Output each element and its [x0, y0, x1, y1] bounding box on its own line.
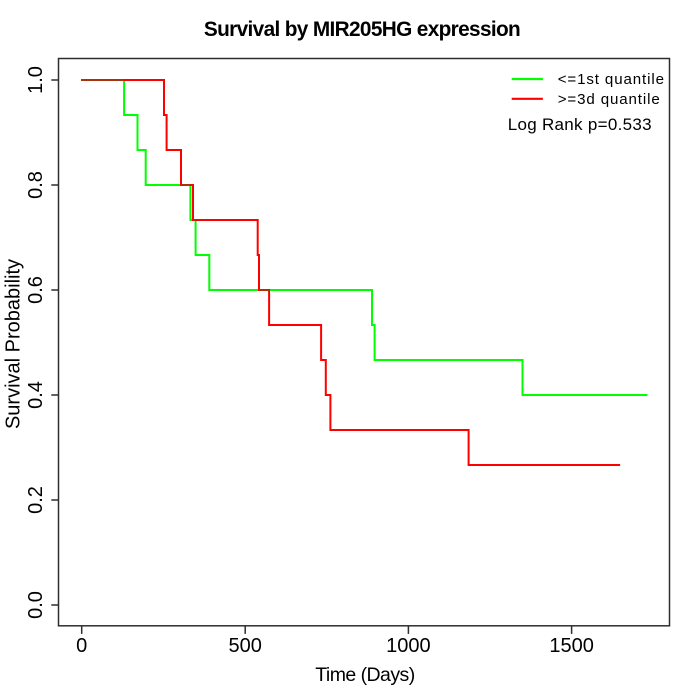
svg-text:0.8: 0.8: [25, 171, 47, 199]
svg-text:Survival by MIR205HG expressio: Survival by MIR205HG expression: [204, 18, 520, 41]
svg-text:1.0: 1.0: [25, 66, 47, 94]
svg-text:0.2: 0.2: [25, 486, 47, 514]
svg-text:0.4: 0.4: [25, 381, 47, 409]
svg-text:0: 0: [76, 635, 87, 657]
svg-text:1000: 1000: [386, 635, 431, 657]
svg-text:1500: 1500: [549, 635, 594, 657]
svg-text:0.6: 0.6: [25, 276, 47, 304]
svg-text:500: 500: [229, 635, 262, 657]
svg-text:<=1st quantile: <=1st quantile: [558, 71, 665, 88]
svg-text:0.0: 0.0: [25, 591, 47, 619]
svg-text:>=3d quantile: >=3d quantile: [558, 91, 661, 108]
svg-text:Log Rank p=0.533: Log Rank p=0.533: [508, 115, 652, 134]
svg-text:Time (Days): Time (Days): [315, 664, 414, 686]
svg-text:Survival Probability: Survival Probability: [3, 259, 25, 429]
